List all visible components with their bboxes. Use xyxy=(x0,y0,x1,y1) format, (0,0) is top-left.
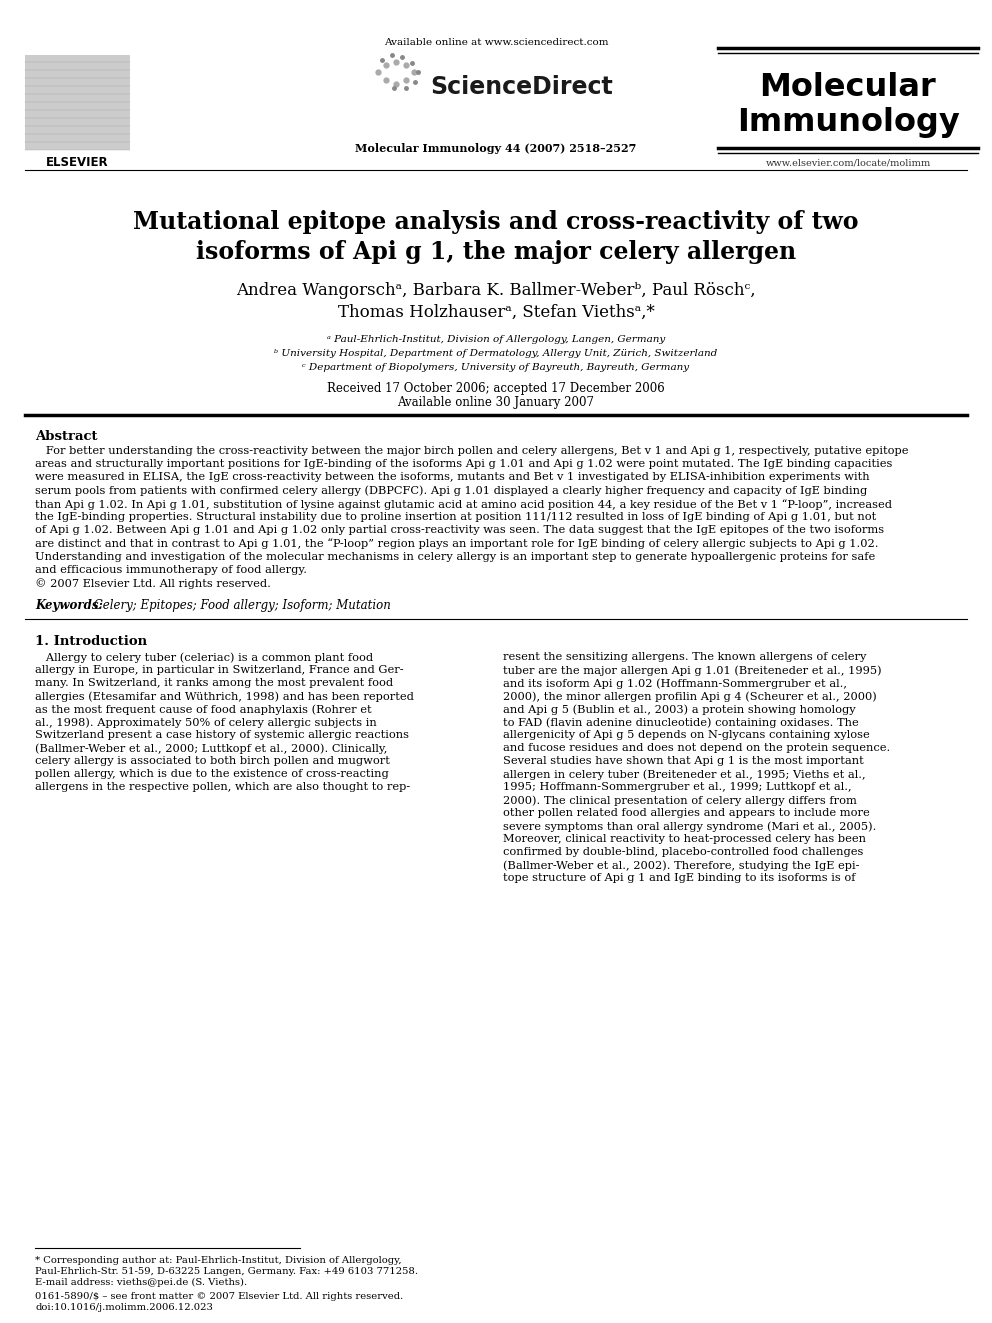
Text: www.elsevier.com/locate/molimm: www.elsevier.com/locate/molimm xyxy=(766,157,930,167)
Text: many. In Switzerland, it ranks among the most prevalent food: many. In Switzerland, it ranks among the… xyxy=(35,679,393,688)
Text: other pollen related food allergies and appears to include more: other pollen related food allergies and … xyxy=(503,808,870,818)
Bar xyxy=(25,56,130,149)
Text: ᶜ Department of Biopolymers, University of Bayreuth, Bayreuth, Germany: ᶜ Department of Biopolymers, University … xyxy=(303,363,689,372)
Text: Andrea Wangorschᵃ, Barbara K. Ballmer-Weberᵇ, Paul Röschᶜ,: Andrea Wangorschᵃ, Barbara K. Ballmer-We… xyxy=(236,282,756,299)
Text: and Api g 5 (Bublin et al., 2003) a protein showing homology: and Api g 5 (Bublin et al., 2003) a prot… xyxy=(503,704,856,714)
Text: serum pools from patients with confirmed celery allergy (DBPCFC). Api g 1.01 dis: serum pools from patients with confirmed… xyxy=(35,486,867,496)
Text: © 2007 Elsevier Ltd. All rights reserved.: © 2007 Elsevier Ltd. All rights reserved… xyxy=(35,578,271,589)
Text: Several studies have shown that Api g 1 is the most important: Several studies have shown that Api g 1 … xyxy=(503,757,864,766)
Text: allergy in Europe, in particular in Switzerland, France and Ger-: allergy in Europe, in particular in Swit… xyxy=(35,665,404,675)
Text: Celery; Epitopes; Food allergy; Isoform; Mutation: Celery; Epitopes; Food allergy; Isoform;… xyxy=(90,599,391,613)
Text: and fucose residues and does not depend on the protein sequence.: and fucose residues and does not depend … xyxy=(503,744,890,753)
Text: Mutational epitope analysis and cross-reactivity of two: Mutational epitope analysis and cross-re… xyxy=(133,210,859,234)
Text: severe symptoms than oral allergy syndrome (Mari et al., 2005).: severe symptoms than oral allergy syndro… xyxy=(503,822,876,832)
Text: Abstract: Abstract xyxy=(35,430,97,443)
Text: Understanding and investigation of the molecular mechanisms in celery allergy is: Understanding and investigation of the m… xyxy=(35,552,875,561)
Text: Thomas Holzhauserᵃ, Stefan Viethsᵃ,*: Thomas Holzhauserᵃ, Stefan Viethsᵃ,* xyxy=(337,304,655,321)
Text: are distinct and that in contrast to Api g 1.01, the “P-loop” region plays an im: are distinct and that in contrast to Api… xyxy=(35,538,879,549)
Text: * Corresponding author at: Paul-Ehrlich-Institut, Division of Allergology,: * Corresponding author at: Paul-Ehrlich-… xyxy=(35,1256,402,1265)
Text: Molecular Immunology 44 (2007) 2518–2527: Molecular Immunology 44 (2007) 2518–2527 xyxy=(355,143,637,153)
Text: Molecular: Molecular xyxy=(760,71,936,103)
Text: celery allergy is associated to both birch pollen and mugwort: celery allergy is associated to both bir… xyxy=(35,757,390,766)
Text: allergen in celery tuber (Breiteneder et al., 1995; Vieths et al.,: allergen in celery tuber (Breiteneder et… xyxy=(503,769,866,779)
Text: (Ballmer-Weber et al., 2000; Luttkopf et al., 2000). Clinically,: (Ballmer-Weber et al., 2000; Luttkopf et… xyxy=(35,744,387,754)
Text: ELSEVIER: ELSEVIER xyxy=(46,156,108,169)
Text: 2000). The clinical presentation of celery allergy differs from: 2000). The clinical presentation of cele… xyxy=(503,795,857,806)
Text: allergies (Etesamifar and Wüthrich, 1998) and has been reported: allergies (Etesamifar and Wüthrich, 1998… xyxy=(35,691,414,701)
Text: resent the sensitizing allergens. The known allergens of celery: resent the sensitizing allergens. The kn… xyxy=(503,652,866,663)
Text: 0161-5890/$ – see front matter © 2007 Elsevier Ltd. All rights reserved.: 0161-5890/$ – see front matter © 2007 El… xyxy=(35,1293,404,1301)
Text: tope structure of Api g 1 and IgE binding to its isoforms is of: tope structure of Api g 1 and IgE bindin… xyxy=(503,873,855,884)
Text: tuber are the major allergen Api g 1.01 (Breiteneder et al., 1995): tuber are the major allergen Api g 1.01 … xyxy=(503,665,882,676)
Text: were measured in ELISA, the IgE cross-reactivity between the isoforms, mutants a: were measured in ELISA, the IgE cross-re… xyxy=(35,472,870,483)
Text: Received 17 October 2006; accepted 17 December 2006: Received 17 October 2006; accepted 17 De… xyxy=(327,382,665,396)
Text: ScienceDirect: ScienceDirect xyxy=(430,75,613,99)
Text: Available online 30 January 2007: Available online 30 January 2007 xyxy=(398,396,594,409)
Text: allergens in the respective pollen, which are also thought to rep-: allergens in the respective pollen, whic… xyxy=(35,782,411,792)
Text: to FAD (flavin adenine dinucleotide) containing oxidases. The: to FAD (flavin adenine dinucleotide) con… xyxy=(503,717,859,728)
Text: 2000), the minor allergen profilin Api g 4 (Scheurer et al., 2000): 2000), the minor allergen profilin Api g… xyxy=(503,691,877,701)
Text: areas and structurally important positions for IgE-binding of the isoforms Api g: areas and structurally important positio… xyxy=(35,459,893,470)
Text: Keywords:: Keywords: xyxy=(35,599,107,613)
Text: 1. Introduction: 1. Introduction xyxy=(35,635,147,648)
Text: of Api g 1.02. Between Api g 1.01 and Api g 1.02 only partial cross-reactivity w: of Api g 1.02. Between Api g 1.01 and Ap… xyxy=(35,525,884,536)
Text: Available online at www.sciencedirect.com: Available online at www.sciencedirect.co… xyxy=(384,38,608,48)
Text: than Api g 1.02. In Api g 1.01, substitution of lysine against glutamic acid at : than Api g 1.02. In Api g 1.01, substitu… xyxy=(35,499,892,509)
Text: al., 1998). Approximately 50% of celery allergic subjects in: al., 1998). Approximately 50% of celery … xyxy=(35,717,377,728)
Text: and its isoform Api g 1.02 (Hoffmann-Sommergruber et al.,: and its isoform Api g 1.02 (Hoffmann-Som… xyxy=(503,679,847,689)
Text: Paul-Ehrlich-Str. 51-59, D-63225 Langen, Germany. Fax: +49 6103 771258.: Paul-Ehrlich-Str. 51-59, D-63225 Langen,… xyxy=(35,1267,418,1275)
Text: and efficacious immunotherapy of food allergy.: and efficacious immunotherapy of food al… xyxy=(35,565,307,574)
Text: doi:10.1016/j.molimm.2006.12.023: doi:10.1016/j.molimm.2006.12.023 xyxy=(35,1303,213,1312)
Text: ᵃ Paul-Ehrlich-Institut, Division of Allergology, Langen, Germany: ᵃ Paul-Ehrlich-Institut, Division of All… xyxy=(327,335,665,344)
Text: as the most frequent cause of food anaphylaxis (Rohrer et: as the most frequent cause of food anaph… xyxy=(35,704,372,714)
Text: isoforms of Api g 1, the major celery allergen: isoforms of Api g 1, the major celery al… xyxy=(196,239,796,265)
Text: 1995; Hoffmann-Sommergruber et al., 1999; Luttkopf et al.,: 1995; Hoffmann-Sommergruber et al., 1999… xyxy=(503,782,851,792)
Text: Allergy to celery tuber (celeriac) is a common plant food: Allergy to celery tuber (celeriac) is a … xyxy=(35,652,373,663)
Text: pollen allergy, which is due to the existence of cross-reacting: pollen allergy, which is due to the exis… xyxy=(35,769,389,779)
Text: E-mail address: vieths@pei.de (S. Vieths).: E-mail address: vieths@pei.de (S. Vieths… xyxy=(35,1278,247,1287)
Text: Immunology: Immunology xyxy=(737,107,959,138)
Text: Moreover, clinical reactivity to heat-processed celery has been: Moreover, clinical reactivity to heat-pr… xyxy=(503,835,866,844)
Text: allergenicity of Api g 5 depends on N-glycans containing xylose: allergenicity of Api g 5 depends on N-gl… xyxy=(503,730,870,740)
Text: confirmed by double-blind, placebo-controlled food challenges: confirmed by double-blind, placebo-contr… xyxy=(503,847,863,857)
Text: ᵇ University Hospital, Department of Dermatology, Allergy Unit, Zürich, Switzerl: ᵇ University Hospital, Department of Der… xyxy=(275,349,717,359)
Text: the IgE-binding properties. Structural instability due to proline insertion at p: the IgE-binding properties. Structural i… xyxy=(35,512,876,523)
Text: Switzerland present a case history of systemic allergic reactions: Switzerland present a case history of sy… xyxy=(35,730,409,740)
Text: For better understanding the cross-reactivity between the major birch pollen and: For better understanding the cross-react… xyxy=(35,446,909,456)
Text: (Ballmer-Weber et al., 2002). Therefore, studying the IgE epi-: (Ballmer-Weber et al., 2002). Therefore,… xyxy=(503,860,859,871)
